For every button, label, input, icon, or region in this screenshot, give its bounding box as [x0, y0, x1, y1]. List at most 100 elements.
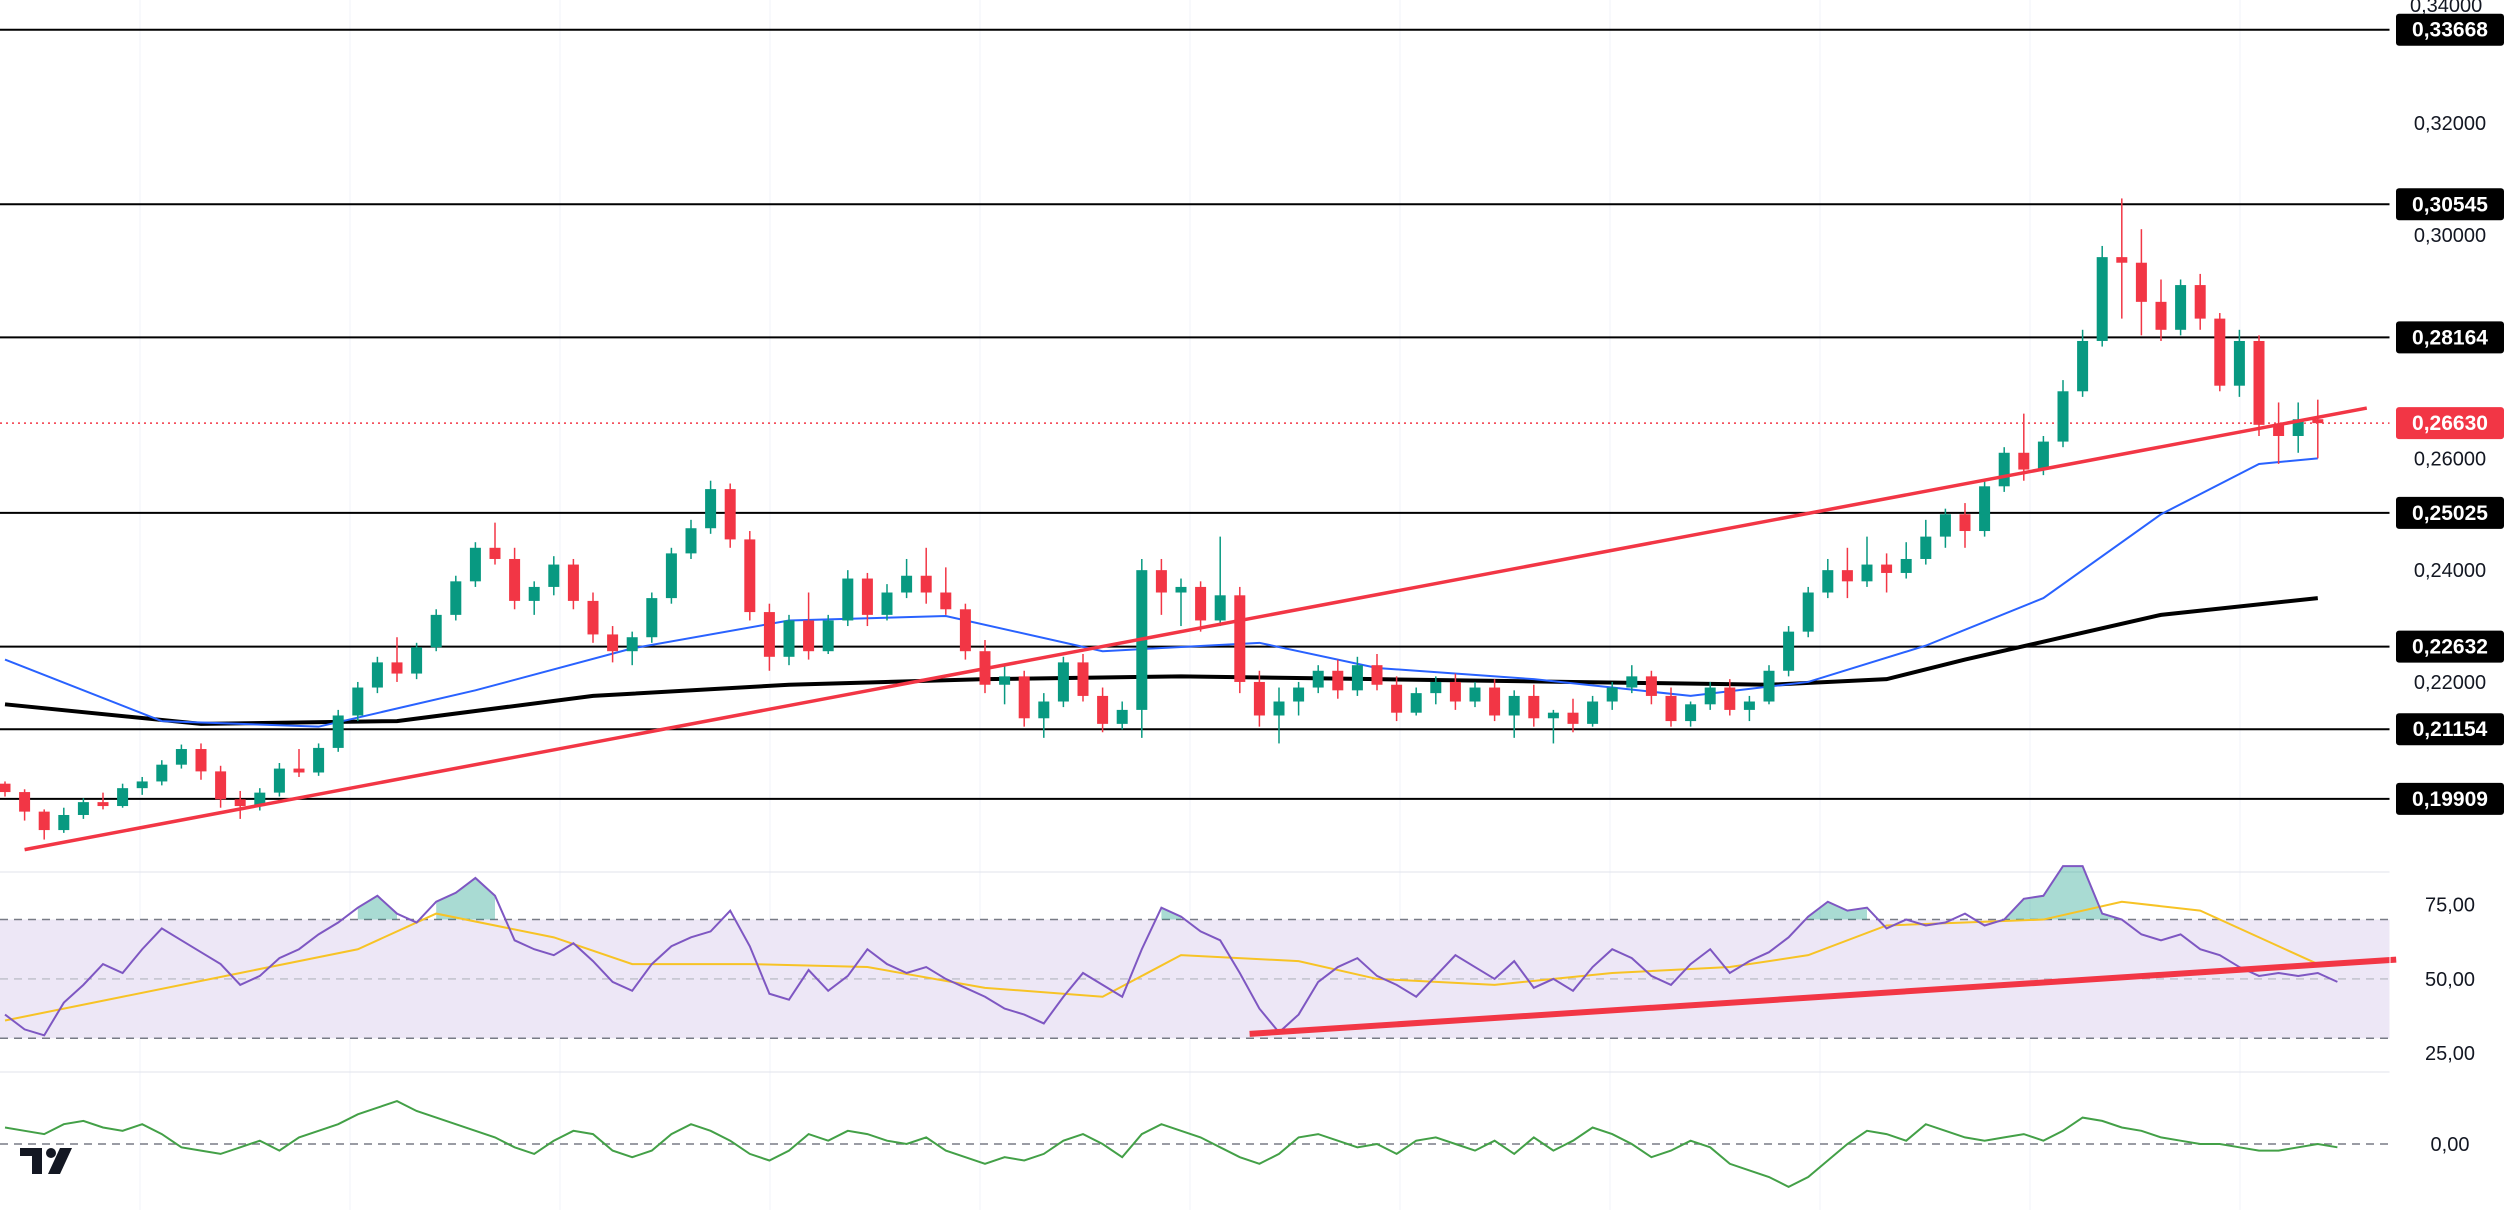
candle[interactable] — [77, 798, 89, 819]
momentum-line[interactable] — [4, 1100, 2338, 1189]
rsi-pane[interactable] — [0, 865, 2397, 1040]
candle[interactable] — [548, 556, 560, 596]
candle[interactable] — [999, 665, 1011, 705]
candle[interactable] — [1038, 693, 1050, 738]
candle[interactable] — [1469, 681, 1481, 708]
candle[interactable] — [1998, 447, 2010, 492]
candle[interactable] — [1841, 547, 1853, 599]
candle[interactable] — [587, 592, 599, 643]
level-tag[interactable] — [2396, 782, 2504, 815]
candle[interactable] — [665, 547, 677, 604]
candle[interactable] — [391, 637, 403, 682]
current-price-tag[interactable] — [2396, 407, 2504, 440]
candle[interactable] — [2273, 402, 2285, 464]
candle[interactable] — [2116, 198, 2128, 319]
candle[interactable] — [1449, 673, 1461, 710]
candle[interactable] — [2292, 402, 2304, 453]
candle[interactable] — [2175, 279, 2187, 336]
candle[interactable] — [2214, 313, 2226, 392]
candle[interactable] — [1253, 670, 1265, 727]
level-tag[interactable] — [2396, 496, 2504, 529]
candle[interactable] — [2018, 413, 2030, 481]
level-tag[interactable] — [2396, 713, 2504, 746]
candle[interactable] — [920, 547, 932, 604]
momentum-pane[interactable] — [0, 1100, 2390, 1189]
candle[interactable] — [1312, 665, 1324, 694]
candle[interactable] — [1528, 684, 1540, 727]
candle[interactable] — [1195, 581, 1207, 632]
trendline[interactable] — [24, 406, 2368, 852]
candle[interactable] — [234, 790, 246, 819]
candle[interactable] — [1724, 679, 1736, 716]
candle[interactable] — [2155, 279, 2167, 341]
level-tag[interactable] — [2396, 188, 2504, 221]
candle[interactable] — [450, 575, 462, 621]
level-tag[interactable] — [2396, 630, 2504, 663]
candle[interactable] — [646, 592, 658, 643]
candle[interactable] — [607, 626, 619, 663]
candle[interactable] — [1606, 681, 1618, 710]
candle[interactable] — [803, 592, 815, 660]
price-axis-tags[interactable]: 0,33668 0,30545 0,28164 0,25025 0,22632 0,211… — [2396, 13, 2504, 815]
candle[interactable] — [1293, 681, 1305, 716]
candle[interactable] — [2135, 229, 2147, 336]
candle[interactable] — [1351, 656, 1363, 696]
candle[interactable] — [97, 792, 109, 810]
candle[interactable] — [195, 743, 207, 780]
candle[interactable] — [1939, 508, 1951, 548]
candle[interactable] — [371, 656, 383, 694]
candles[interactable] — [0, 198, 2324, 840]
candle[interactable] — [1900, 542, 1912, 579]
candle[interactable] — [901, 558, 913, 599]
candle[interactable] — [1332, 659, 1344, 699]
candle[interactable] — [2077, 329, 2089, 397]
candle[interactable] — [19, 789, 31, 821]
candle[interactable] — [156, 760, 168, 786]
candle[interactable] — [1920, 519, 1932, 565]
candle[interactable] — [861, 572, 873, 627]
candle[interactable] — [352, 681, 364, 722]
level-tag[interactable] — [2396, 13, 2504, 46]
candle[interactable] — [332, 709, 344, 752]
candle[interactable] — [509, 547, 521, 610]
candle[interactable] — [1665, 687, 1677, 727]
candle[interactable] — [1489, 679, 1501, 722]
candle[interactable] — [1371, 654, 1383, 691]
candle[interactable] — [1155, 558, 1167, 615]
rsi-line[interactable] — [4, 865, 2338, 1037]
price-axis[interactable]: 0,34000 0,32000 0,30000 0,26000 0,24000 0,22… — [2389, 0, 2504, 1222]
candle[interactable] — [724, 483, 736, 548]
candle[interactable] — [1567, 698, 1579, 733]
candle[interactable] — [1822, 558, 1834, 599]
candle[interactable] — [38, 809, 50, 840]
candle[interactable] — [1097, 687, 1109, 733]
candle[interactable] — [1508, 690, 1520, 738]
candle[interactable] — [273, 763, 285, 797]
candle[interactable] — [1881, 553, 1893, 593]
candle[interactable] — [2194, 273, 2206, 330]
candle[interactable] — [1861, 536, 1873, 587]
candle[interactable] — [1743, 695, 1755, 722]
candle[interactable] — [1018, 670, 1030, 727]
candle[interactable] — [1763, 665, 1775, 705]
candle[interactable] — [705, 480, 717, 534]
candle[interactable] — [744, 531, 756, 621]
ma-short-line[interactable] — [4, 457, 2318, 728]
candle[interactable] — [430, 609, 442, 652]
candle[interactable] — [1783, 626, 1795, 677]
candle[interactable] — [2253, 335, 2265, 436]
candle[interactable] — [58, 807, 70, 833]
candle[interactable] — [2233, 329, 2245, 397]
price-pane[interactable] — [0, 28, 2390, 852]
candle[interactable] — [1704, 681, 1716, 710]
candle[interactable] — [881, 584, 893, 621]
candle[interactable] — [1685, 701, 1697, 727]
candle[interactable] — [940, 567, 952, 615]
candle[interactable] — [685, 519, 697, 559]
candle[interactable] — [1959, 503, 1971, 548]
candle[interactable] — [1057, 656, 1069, 708]
candle[interactable] — [1587, 695, 1599, 727]
candle[interactable] — [2312, 399, 2324, 459]
tradingview-logo-icon[interactable] — [20, 1148, 72, 1174]
